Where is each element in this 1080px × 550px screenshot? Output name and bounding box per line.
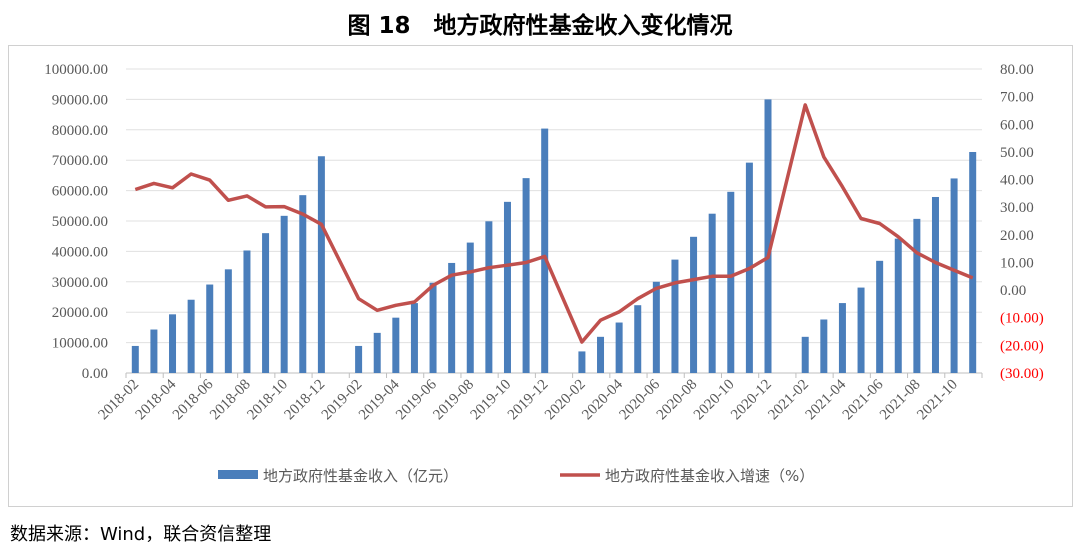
x-tick-label: 2021-10 xyxy=(914,377,961,424)
x-tick-label: 2019-02 xyxy=(319,377,366,424)
legend-line-label: 地方政府性基金收入增速（%） xyxy=(605,467,814,485)
y-left-tick-label: 0.00 xyxy=(82,366,108,382)
y-left-tick-label: 10000.00 xyxy=(52,336,108,352)
x-tick-label: 2020-06 xyxy=(617,376,664,423)
x-tick-label: 2018-12 xyxy=(282,377,329,424)
x-tick-label: 2020-02 xyxy=(542,377,589,424)
bar xyxy=(169,314,177,373)
y-left-tick-label: 40000.00 xyxy=(52,244,108,260)
y-right-tick-label: 70.00 xyxy=(1000,90,1034,106)
bar xyxy=(485,221,493,373)
y-right-tick-label: (30.00) xyxy=(1000,366,1044,382)
bar xyxy=(466,242,474,373)
bar xyxy=(578,351,586,373)
bar xyxy=(913,218,921,373)
bar xyxy=(820,319,828,373)
growth-line xyxy=(134,103,974,344)
legend: 地方政府性基金收入（亿元） 地方政府性基金收入增速（%） xyxy=(218,467,814,485)
y-right-tick-label: 50.00 xyxy=(1000,145,1034,161)
chart-title: 图 18 地方政府性基金收入变化情况 xyxy=(347,13,733,39)
bar xyxy=(503,201,511,373)
bar xyxy=(131,345,139,373)
bar xyxy=(410,303,418,373)
x-tick-label: 2019-04 xyxy=(356,376,403,423)
bar xyxy=(448,262,456,373)
y-left-tick-label: 70000.00 xyxy=(52,153,108,169)
y-left-tick-label: 80000.00 xyxy=(52,123,108,139)
bar xyxy=(634,305,642,373)
bar xyxy=(894,238,902,373)
bar xyxy=(950,178,958,373)
legend-bar-swatch xyxy=(218,470,258,479)
y-left-tick-label: 100000.00 xyxy=(44,62,108,78)
bar xyxy=(373,332,381,373)
y-right-tick-label: 10.00 xyxy=(1000,255,1034,271)
x-tick-label: 2018-06 xyxy=(170,376,217,423)
x-tick-label: 2020-10 xyxy=(691,377,738,424)
bar xyxy=(801,336,809,373)
bar xyxy=(262,233,270,373)
bar xyxy=(690,236,698,373)
x-tick-label: 2018-10 xyxy=(244,377,291,424)
x-tick-label: 2020-04 xyxy=(579,376,626,423)
bar xyxy=(187,299,195,373)
y-right-tick-label: 30.00 xyxy=(1000,200,1034,216)
bar xyxy=(224,269,232,373)
x-tick-label: 2019-08 xyxy=(430,377,477,424)
y-left-tick-label: 90000.00 xyxy=(52,92,108,108)
x-tick-label: 2018-02 xyxy=(95,377,142,424)
bar xyxy=(708,213,716,373)
chart: 0.00 10000.00 20000.00 30000.00 40000.00 5000… xyxy=(44,62,1044,485)
bar xyxy=(150,329,158,373)
bar xyxy=(355,345,363,373)
bar xyxy=(876,260,884,373)
bar xyxy=(857,287,865,373)
x-tick-label: 2018-08 xyxy=(207,377,254,424)
y-right-tick-label: 60.00 xyxy=(1000,117,1034,133)
bar xyxy=(597,336,605,373)
bar xyxy=(392,317,400,373)
y-right-tick-label: (20.00) xyxy=(1000,338,1044,354)
x-tick-label: 2019-06 xyxy=(393,376,440,423)
x-tick-label: 2020-08 xyxy=(654,377,701,424)
bar xyxy=(541,128,549,373)
y-right-tick-label: 20.00 xyxy=(1000,228,1034,244)
y-right-tick-label: 40.00 xyxy=(1000,173,1034,189)
x-tick-label: 2018-04 xyxy=(133,376,180,423)
bar xyxy=(727,191,735,373)
bar xyxy=(931,196,939,373)
y-left-tick-label: 60000.00 xyxy=(52,184,108,200)
x-tick-label: 2021-02 xyxy=(765,377,812,424)
y-right-tick-label: (10.00) xyxy=(1000,311,1044,327)
bar xyxy=(522,178,530,373)
x-tick-label: 2021-08 xyxy=(877,377,924,424)
bar xyxy=(671,259,679,373)
bar xyxy=(299,195,307,373)
data-source-note: 数据来源：Wind，联合资信整理 xyxy=(10,524,272,545)
x-tick-label: 2019-12 xyxy=(505,377,552,424)
bar xyxy=(243,250,251,373)
y-right-tick-label: 80.00 xyxy=(1000,62,1034,78)
y-left-tick-label: 30000.00 xyxy=(52,275,108,291)
bar xyxy=(615,322,623,373)
bar xyxy=(652,281,660,373)
chart-frame xyxy=(8,45,1073,507)
bar xyxy=(280,215,288,373)
bar xyxy=(969,151,977,373)
x-tick-label: 2021-06 xyxy=(840,376,887,423)
y-left-tick-label: 20000.00 xyxy=(52,305,108,321)
x-tick-label: 2020-12 xyxy=(728,377,775,424)
bar xyxy=(764,99,772,374)
x-tick-label: 2021-04 xyxy=(803,376,850,423)
bar xyxy=(206,284,214,373)
bar xyxy=(429,282,437,373)
y-right-tick-label: 0.00 xyxy=(1000,283,1026,299)
x-tick-label: 2019-10 xyxy=(468,377,515,424)
y-left-tick-label: 50000.00 xyxy=(52,214,108,230)
bar xyxy=(317,156,325,373)
bar xyxy=(838,303,846,373)
legend-bar-label: 地方政府性基金收入（亿元） xyxy=(263,467,458,485)
